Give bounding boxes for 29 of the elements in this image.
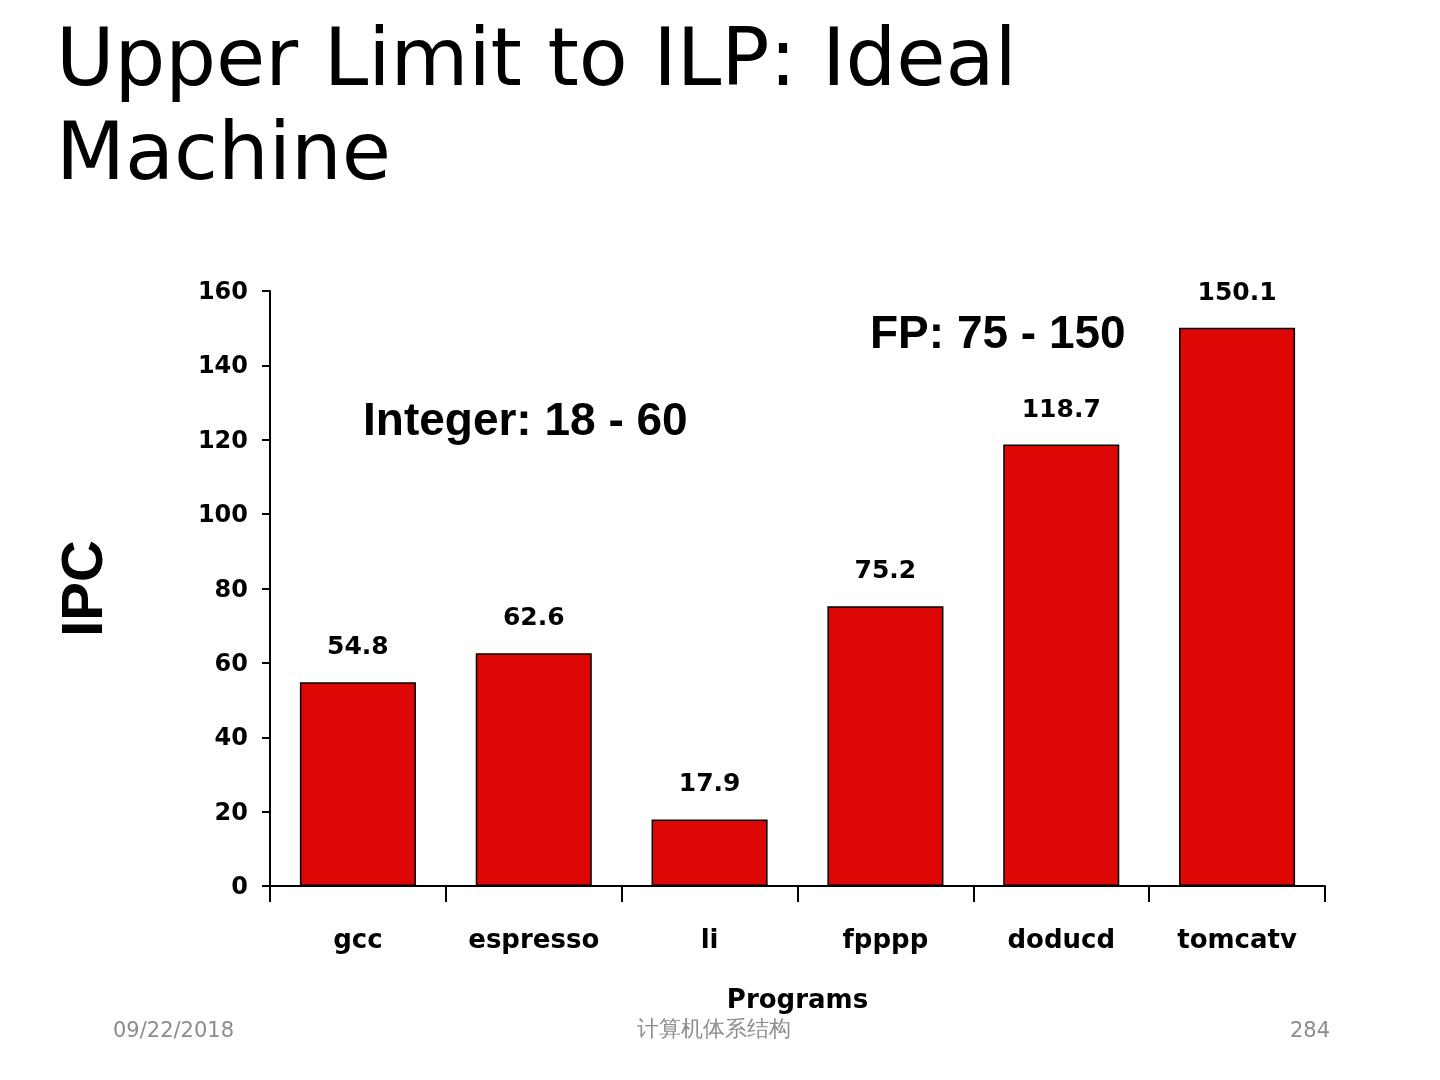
data-label: 118.7 — [1021, 393, 1101, 423]
data-label: 62.6 — [502, 602, 565, 632]
annotation: FP: 75 - 150 — [870, 306, 1126, 358]
x-tick-label: doducd — [1007, 924, 1116, 954]
chart-title: Upper Limit to ILP: Ideal Machine — [56, 10, 1043, 198]
y-tick-label: 140 — [197, 351, 248, 380]
y-tick-label: 120 — [197, 425, 248, 454]
x-tick-label: gcc — [333, 924, 383, 954]
y-tick-label: 160 — [197, 277, 248, 305]
data-label: 75.2 — [854, 555, 917, 585]
x-tick-label: li — [700, 924, 719, 954]
text: 计算机体系结构 — [637, 1015, 791, 1041]
x-axis-title: Programs — [726, 984, 869, 1014]
y-tick-label: 20 — [214, 797, 248, 826]
y-tick-label: 60 — [214, 648, 248, 677]
x-tick-label: espresso — [468, 924, 600, 954]
x-tick-label: fpppp — [842, 924, 929, 954]
annotation: Integer: 18 - 60 — [363, 393, 688, 445]
x-tick-label: tomcatv — [1177, 924, 1297, 954]
y-tick-label: 80 — [214, 574, 248, 603]
y-axis-title: IPC — [48, 540, 114, 637]
y-tick-label: 0 — [231, 872, 248, 900]
data-label: 17.9 — [678, 768, 741, 798]
y-tick-label: 40 — [214, 723, 248, 752]
data-label: 54.8 — [327, 631, 389, 661]
text: 09/22/2018 — [113, 1017, 235, 1042]
data-label: 150.1 — [1197, 276, 1277, 306]
text: 284 — [1290, 1017, 1331, 1042]
y-tick-label: 100 — [197, 500, 248, 529]
